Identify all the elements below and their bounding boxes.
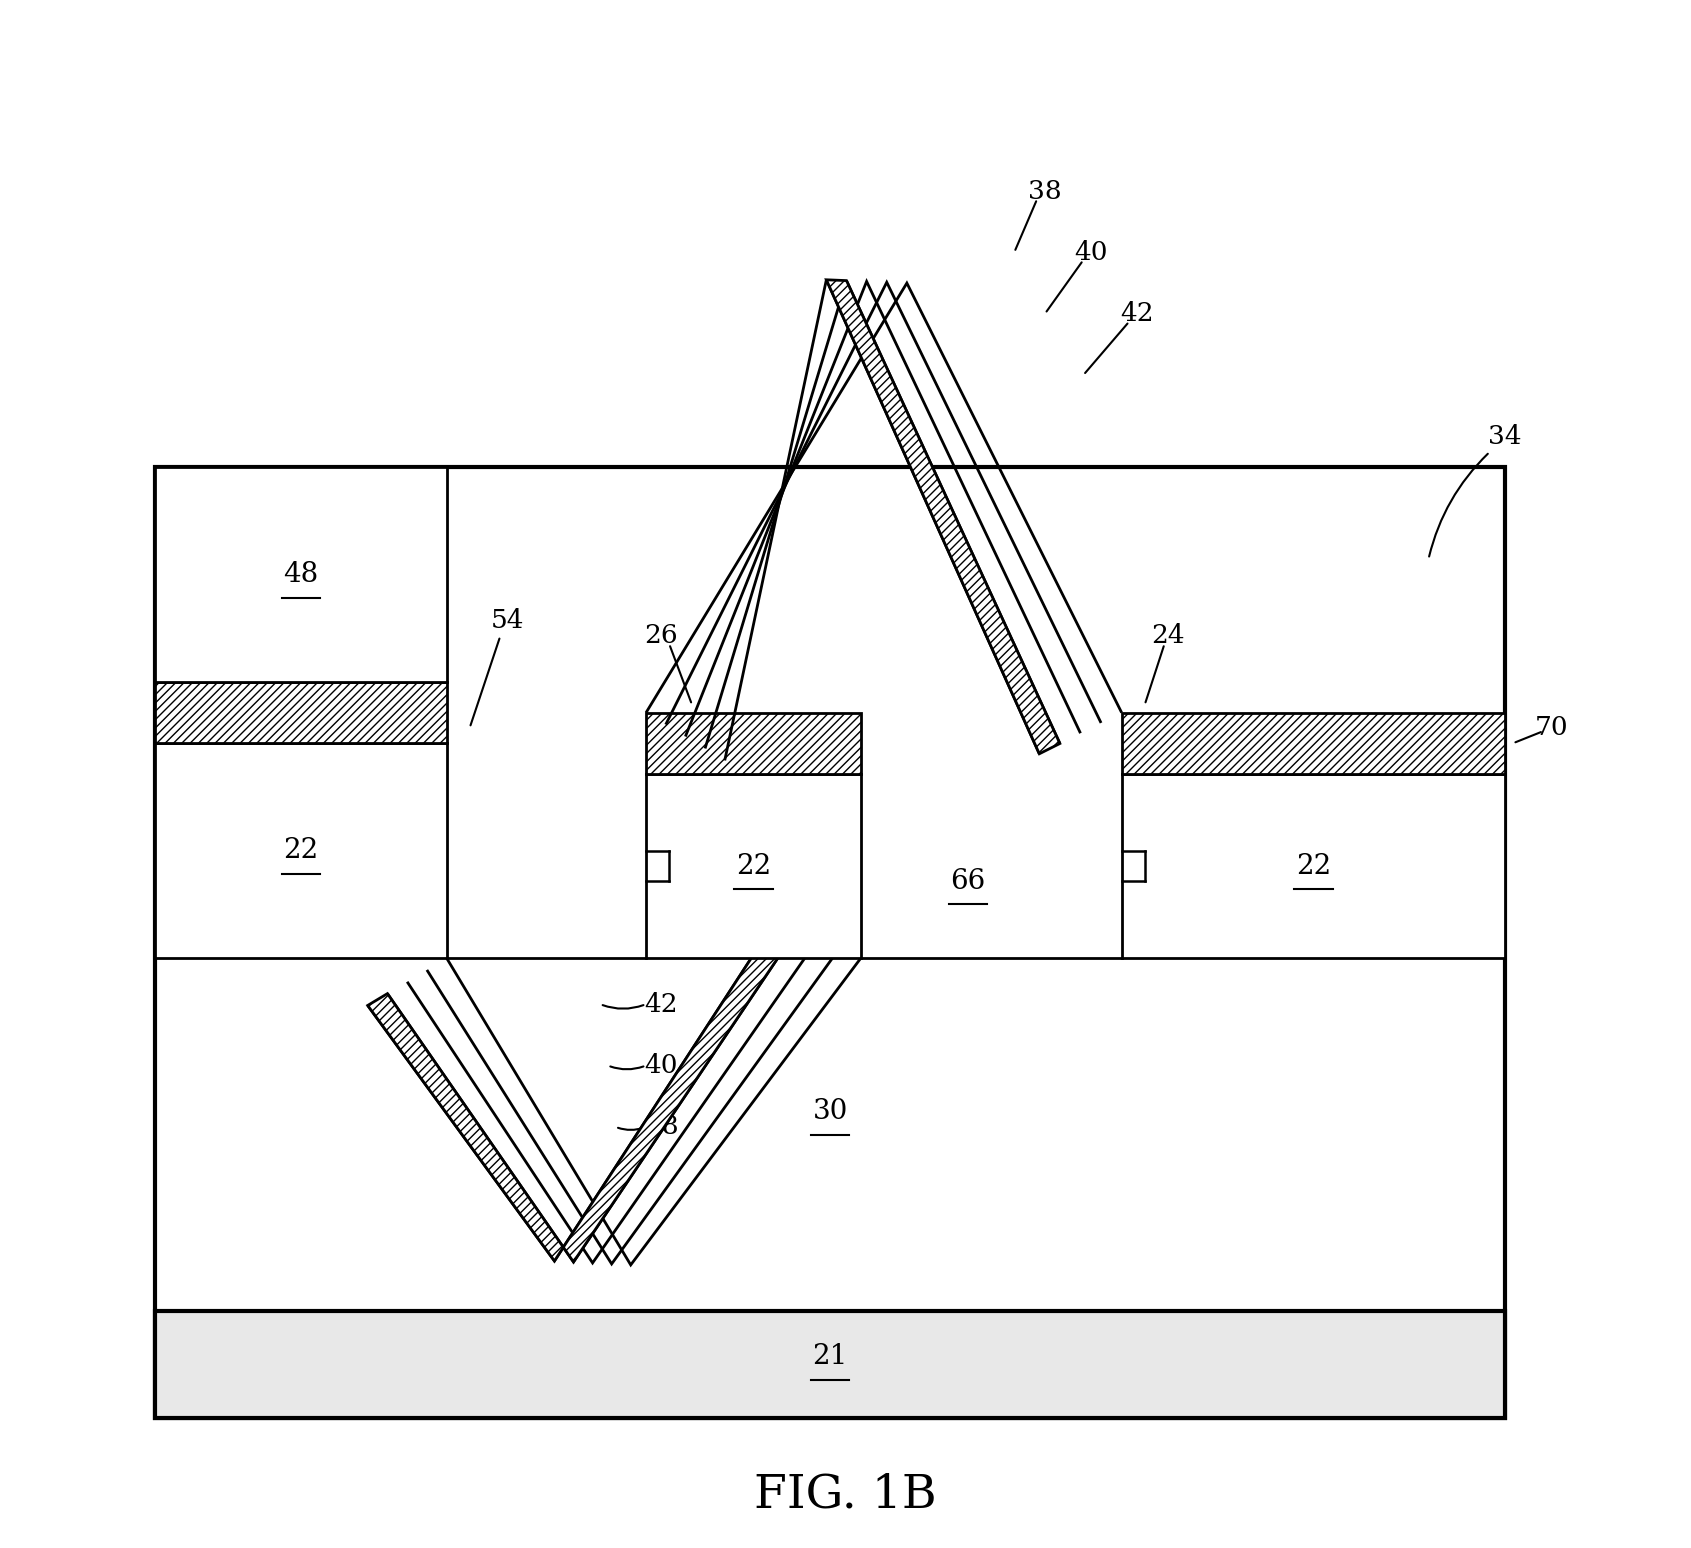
- Text: 42: 42: [1119, 302, 1153, 327]
- Text: 54: 54: [492, 608, 524, 633]
- Text: 34: 34: [1488, 424, 1522, 449]
- Text: 48: 48: [284, 560, 318, 588]
- Text: 40: 40: [644, 1053, 678, 1077]
- Bar: [646, 774, 861, 958]
- Bar: [156, 743, 446, 958]
- Bar: [156, 1311, 1505, 1418]
- Text: 21: 21: [812, 1344, 847, 1370]
- Polygon shape: [827, 280, 1060, 754]
- Bar: [156, 683, 446, 743]
- Text: 30: 30: [812, 1098, 847, 1125]
- Bar: [1121, 712, 1505, 774]
- Bar: [1121, 774, 1505, 958]
- Text: 38: 38: [644, 1115, 678, 1139]
- Text: 38: 38: [1028, 178, 1062, 203]
- Text: 22: 22: [284, 837, 318, 864]
- Bar: [156, 467, 1505, 1418]
- Text: 22: 22: [1295, 853, 1331, 879]
- Text: 40: 40: [1074, 240, 1108, 265]
- Text: FIG. 1B: FIG. 1B: [754, 1472, 937, 1517]
- Polygon shape: [367, 902, 805, 1262]
- Text: 70: 70: [1534, 715, 1568, 740]
- Text: 66: 66: [950, 868, 986, 895]
- Text: 24: 24: [1152, 624, 1184, 649]
- Text: 22: 22: [736, 853, 771, 879]
- Bar: [646, 712, 861, 774]
- Text: 42: 42: [644, 992, 678, 1017]
- Text: 26: 26: [644, 624, 678, 649]
- Bar: [156, 467, 446, 683]
